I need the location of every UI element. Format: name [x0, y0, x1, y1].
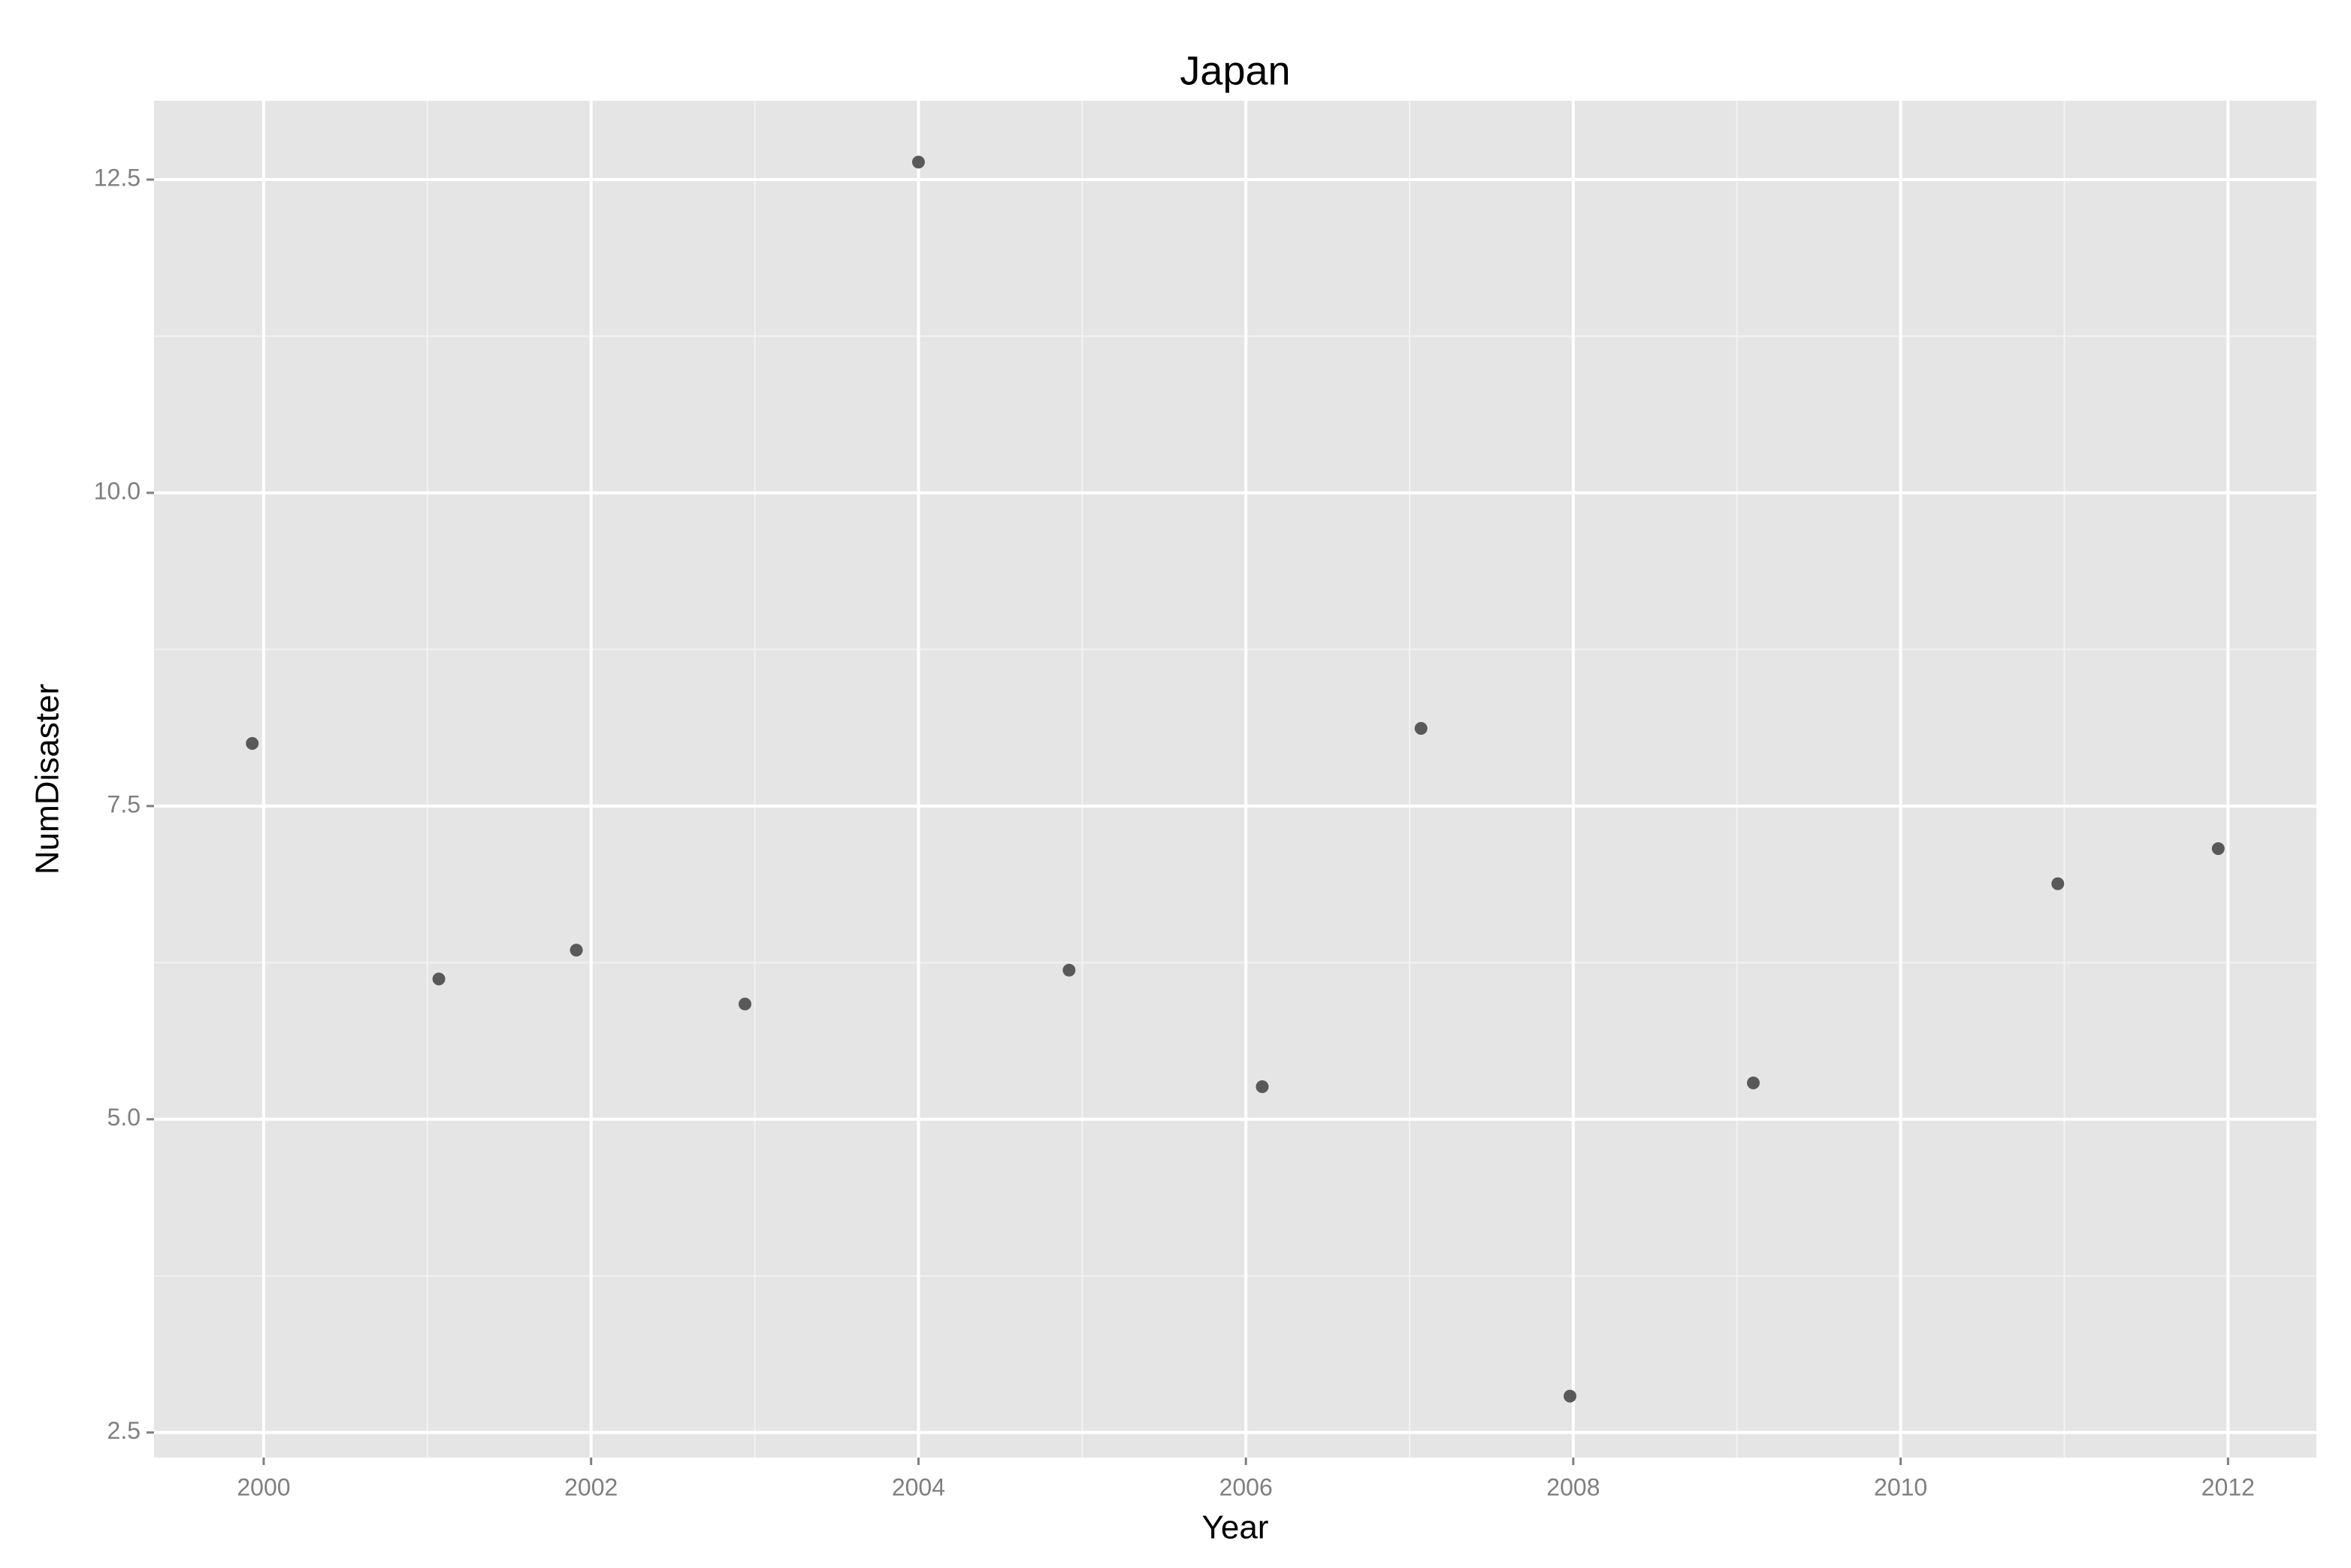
- x-tick-label: 2006: [1219, 1473, 1273, 1500]
- x-tick-label: 2000: [237, 1473, 290, 1500]
- point: [738, 997, 751, 1011]
- point: [2211, 842, 2225, 856]
- point: [1564, 1389, 1577, 1403]
- point: [1414, 721, 1428, 735]
- point: [911, 156, 925, 169]
- point: [1747, 1076, 1760, 1089]
- x-tick-label: 2008: [1546, 1473, 1600, 1500]
- y-tick-label: 12.5: [94, 165, 141, 192]
- y-tick-label: 7.5: [107, 790, 141, 817]
- point: [1256, 1080, 1269, 1093]
- y-axis-title: NumDisaster: [29, 684, 66, 875]
- x-axis-title: Year: [1202, 1509, 1269, 1546]
- y-tick-label: 10.0: [94, 477, 141, 504]
- point: [246, 736, 259, 750]
- chart-title: Japan: [1180, 48, 1290, 93]
- point: [2051, 877, 2065, 890]
- point: [1062, 963, 1076, 977]
- point: [432, 972, 446, 986]
- plot-panel: [154, 101, 2316, 1458]
- x-tick-label: 2004: [892, 1473, 945, 1500]
- point: [570, 944, 583, 957]
- x-tick-label: 2002: [564, 1473, 618, 1500]
- x-tick-label: 2010: [1874, 1473, 1927, 1500]
- y-tick-label: 5.0: [107, 1104, 141, 1131]
- y-tick-label: 2.5: [107, 1417, 141, 1444]
- x-tick-label: 2012: [2201, 1473, 2255, 1500]
